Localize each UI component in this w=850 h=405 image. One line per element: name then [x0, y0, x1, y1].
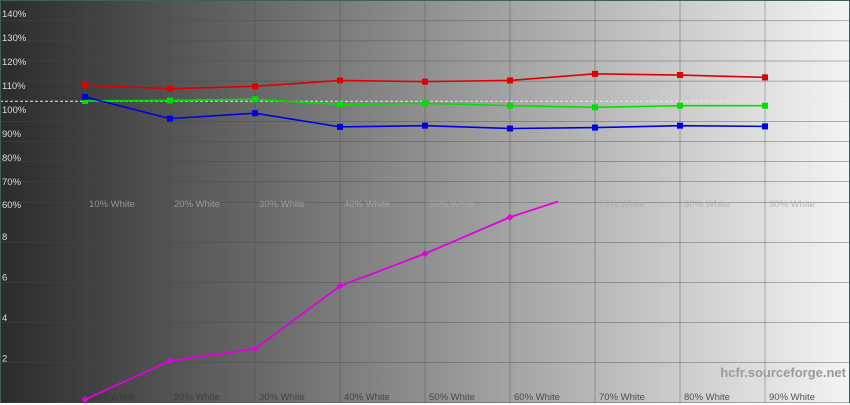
svg-text:8: 8: [2, 232, 7, 243]
svg-text:90% White: 90% White: [769, 199, 815, 210]
svg-text:140%: 140%: [2, 9, 27, 20]
svg-text:50% White: 50% White: [429, 392, 475, 403]
svg-text:4: 4: [2, 313, 7, 324]
svg-text:hcfr.sourceforge.net: hcfr.sourceforge.net: [720, 365, 846, 380]
svg-text:100%: 100%: [2, 105, 27, 116]
svg-text:30% White: 30% White: [259, 199, 305, 210]
svg-text:80% White: 80% White: [684, 392, 730, 403]
svg-text:120%: 120%: [2, 57, 27, 68]
svg-text:6: 6: [2, 273, 7, 284]
svg-text:60% White: 60% White: [514, 392, 560, 403]
svg-text:40% White: 40% White: [344, 392, 390, 403]
svg-text:50% White: 50% White: [429, 199, 475, 210]
svg-text:90% White: 90% White: [769, 392, 815, 403]
svg-text:130%: 130%: [2, 33, 27, 44]
svg-text:20% White: 20% White: [174, 392, 220, 403]
svg-text:2: 2: [2, 354, 7, 365]
svg-text:40% White: 40% White: [344, 199, 390, 210]
svg-text:110%: 110%: [2, 81, 26, 92]
svg-text:70% White: 70% White: [599, 199, 645, 210]
svg-text:10% White: 10% White: [89, 199, 135, 210]
svg-text:80% White: 80% White: [684, 199, 730, 210]
svg-text:80%: 80%: [2, 153, 22, 164]
svg-text:70% White: 70% White: [599, 392, 645, 403]
svg-text:30% White: 30% White: [259, 392, 305, 403]
svg-text:70%: 70%: [2, 177, 22, 188]
svg-text:60%: 60%: [2, 200, 22, 211]
svg-text:90%: 90%: [2, 129, 22, 140]
svg-text:20% White: 20% White: [174, 199, 220, 210]
